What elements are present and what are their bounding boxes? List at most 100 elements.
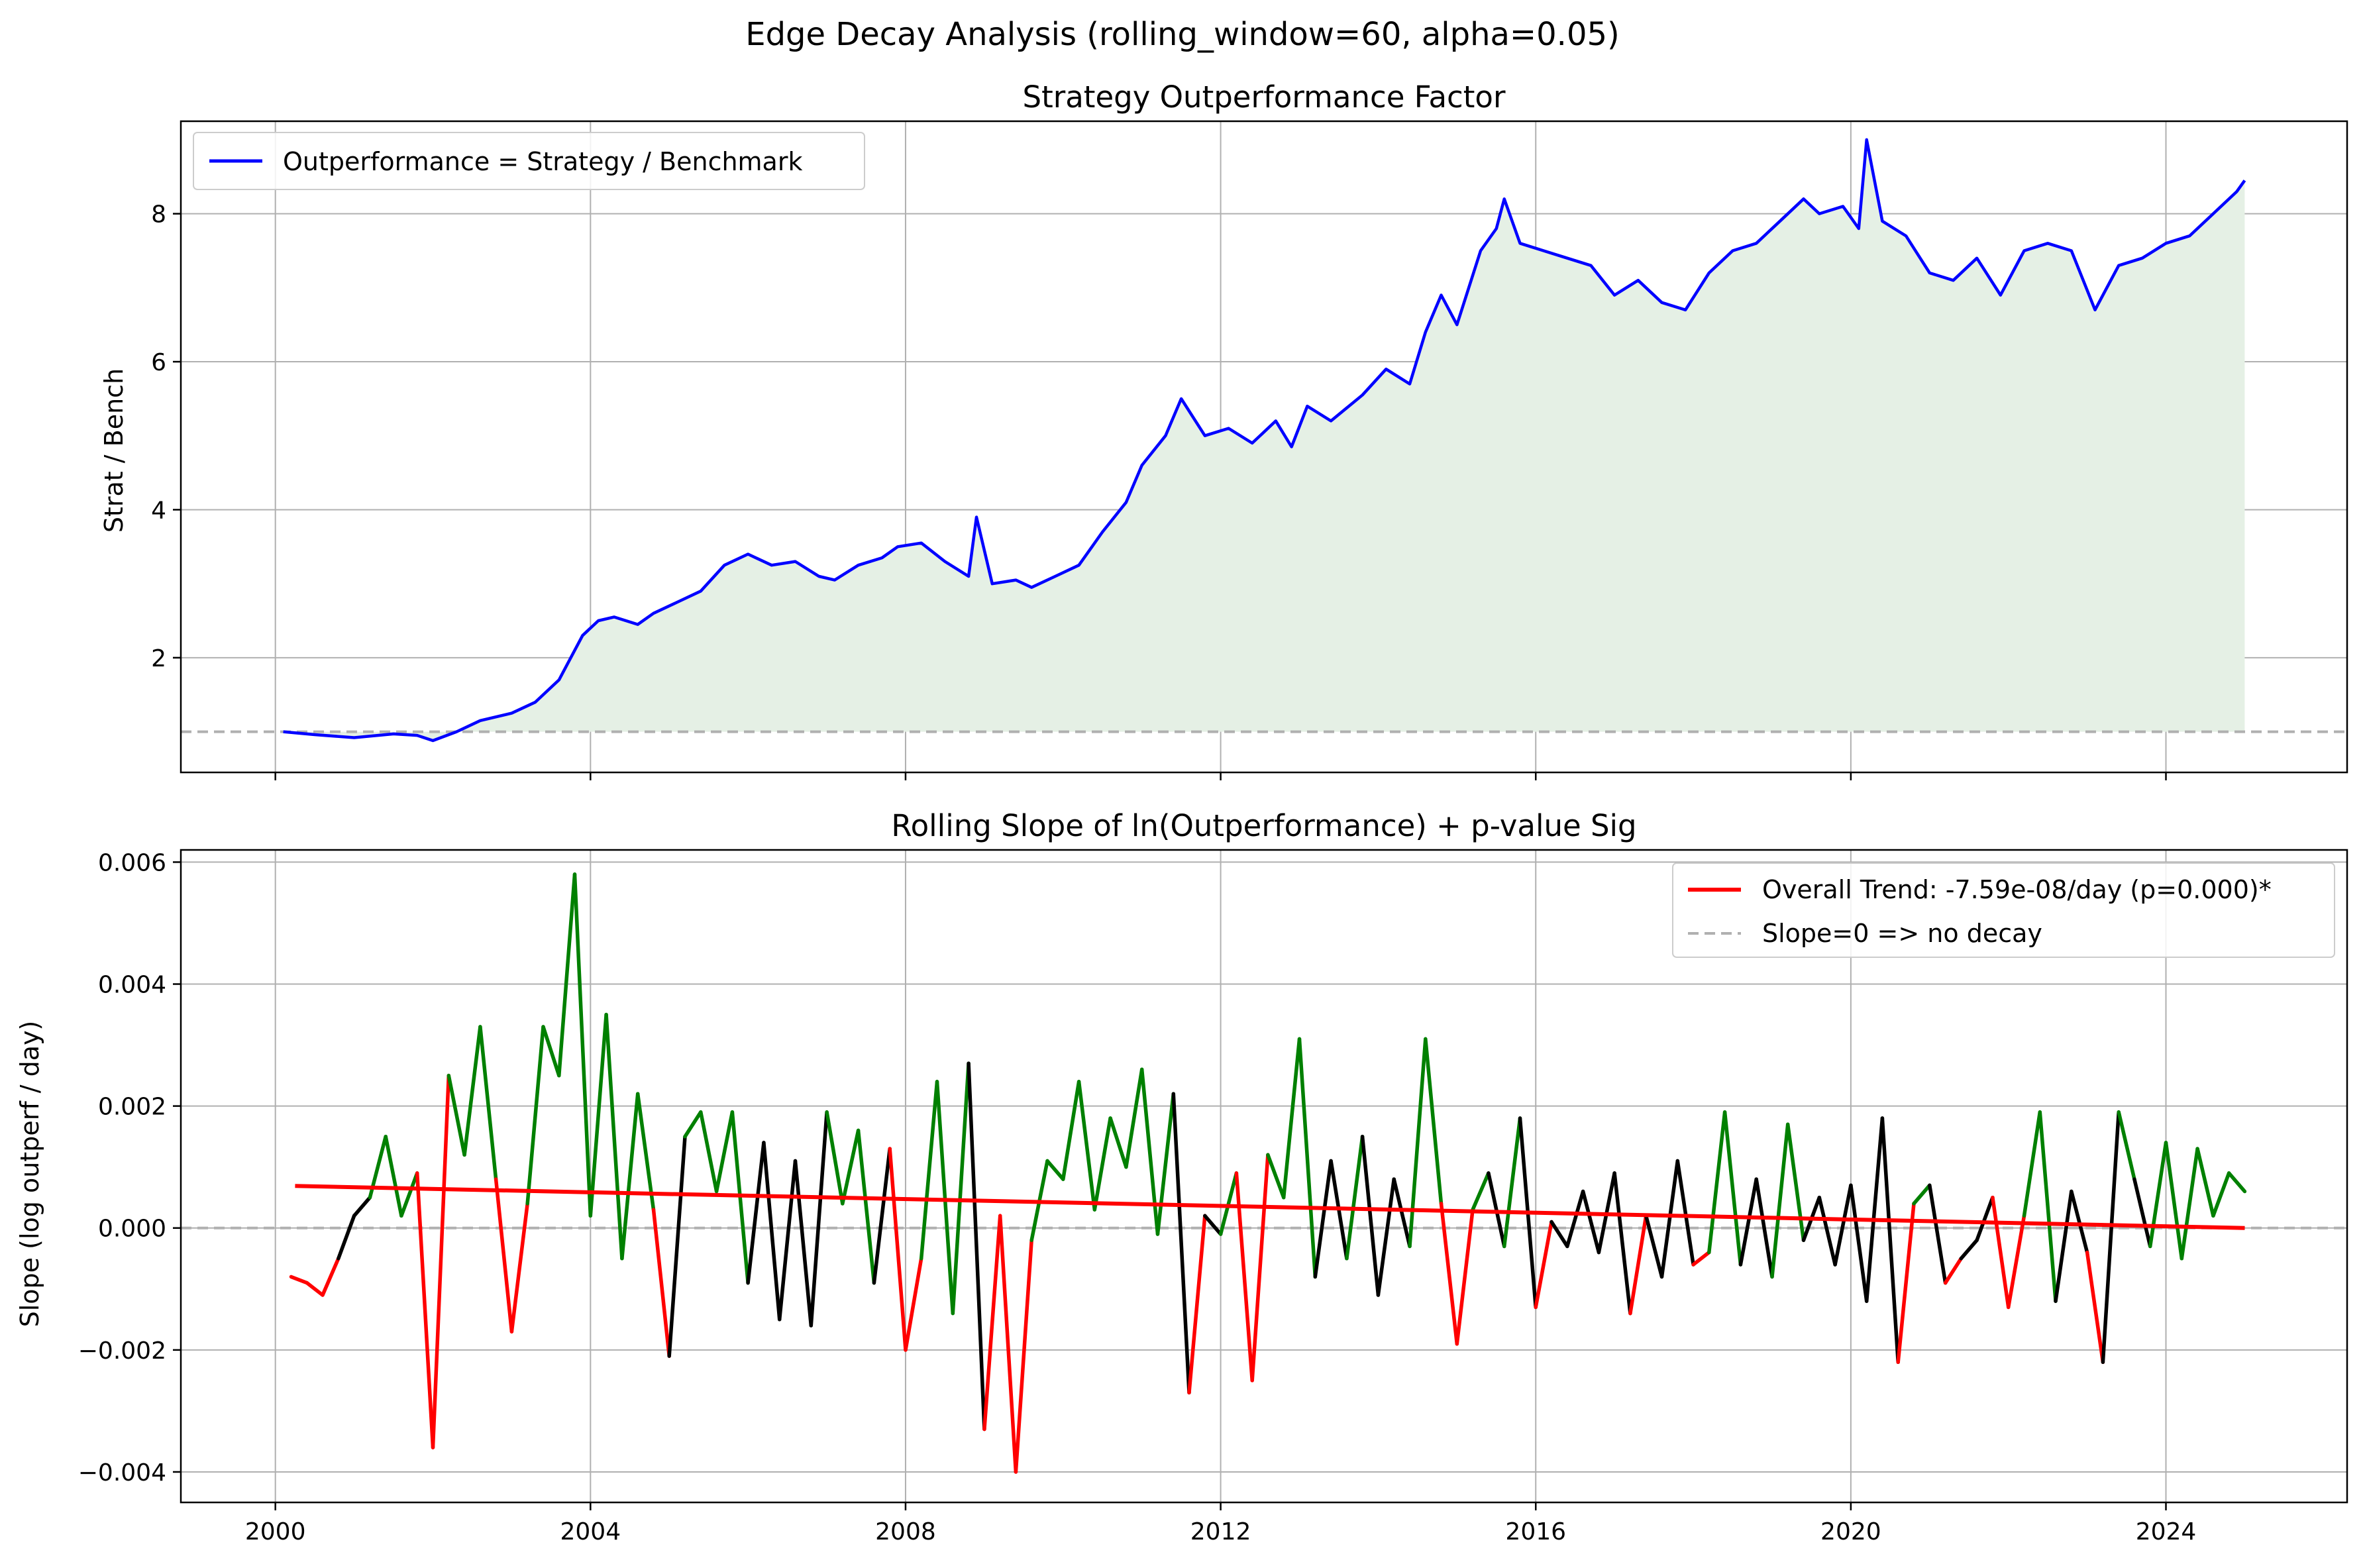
slope-segment [541, 1025, 561, 1078]
slope-segment [604, 1012, 624, 1261]
slope-segment [1628, 1214, 1648, 1316]
slope-segment [1975, 1195, 1995, 1242]
slope-segment [1738, 1177, 1758, 1267]
x-tick-label: 2000 [245, 1518, 306, 1545]
x-tick-label: 2016 [1505, 1518, 1566, 1545]
slope-segment [1817, 1195, 1837, 1267]
slope-segment [321, 1257, 341, 1297]
slope-segment [1675, 1159, 1695, 1267]
slope-segment [919, 1080, 939, 1261]
y-tick-label: −0.002 [78, 1337, 166, 1365]
x-tick-label: 2012 [1190, 1518, 1251, 1545]
slope-segment [1281, 1037, 1302, 1200]
slope-segment [415, 1171, 435, 1449]
slope-segment [1991, 1195, 2011, 1310]
outperformance-line [283, 138, 2246, 743]
legend-label-trend: Overall Trend: -7.59e-08/day (p=0.000)* [1762, 875, 2272, 904]
slope-segment [951, 1061, 971, 1316]
slope-segment [1849, 1183, 1869, 1303]
slope-segment [1139, 1067, 1160, 1236]
panel-2-ylabel: Slope (log outperf / day) [15, 1021, 44, 1328]
y-tick-label: 0.004 [98, 972, 166, 999]
overall-trend-line [295, 1184, 2245, 1230]
slope-segment [1943, 1257, 1964, 1285]
panel-2-legend: Overall Trend: -7.59e-08/day (p=0.000)* … [1672, 862, 2335, 958]
slope-segment [1155, 1092, 1176, 1236]
slope-segment [1754, 1177, 1774, 1279]
slope-segment [1014, 1238, 1033, 1474]
panel-outperformance: Strategy Outperformance Factor Strat / B… [99, 79, 2348, 780]
slope-segment [1770, 1122, 1790, 1279]
figure-title: Edge Decay Analysis (rolling_window=60, … [745, 16, 1620, 53]
y-tick-label: 8 [151, 201, 166, 229]
slope-segment [2148, 1141, 2168, 1249]
slope-segment [1502, 1116, 1522, 1249]
legend-box [1672, 862, 2335, 958]
slope-segment [1928, 1183, 1948, 1285]
slope-segment [2132, 1177, 2152, 1249]
slope-segment [1487, 1171, 1506, 1249]
slope-segment [1959, 1238, 1979, 1261]
outperformance-fill [283, 139, 2245, 741]
slope-segment [856, 1128, 876, 1285]
slope-segment [1644, 1214, 1664, 1279]
panel-2-grid [181, 850, 2347, 1502]
panel-1-frame [180, 120, 2348, 774]
panel-2-trend-line [295, 1184, 2245, 1230]
panel-2-frame [180, 849, 2348, 1504]
slope-segment [1896, 1202, 1916, 1365]
slope-segment [982, 1214, 1002, 1432]
slope-segment [1313, 1159, 1333, 1279]
panel-1-title: Strategy Outperformance Factor [1023, 79, 1506, 115]
x-tick-label: 2004 [560, 1518, 621, 1545]
slope-segment [635, 1092, 656, 1212]
slope-segment [289, 1275, 309, 1285]
slope-segment [1108, 1116, 1128, 1169]
slope-segment [2101, 1110, 2121, 1365]
slope-segment [2022, 1110, 2042, 1218]
slope-segment [1360, 1134, 1381, 1297]
slope-segment [525, 1025, 545, 1206]
slope-segment [667, 1134, 687, 1358]
slope-segment [777, 1159, 798, 1322]
y-tick-label: 0.002 [98, 1094, 166, 1121]
panel-1-fill [283, 139, 2245, 741]
slope-segment [1297, 1037, 1318, 1279]
slope-segment [509, 1202, 529, 1333]
slope-segment [1833, 1183, 1853, 1267]
slope-segment [431, 1073, 451, 1449]
slope-segment [1203, 1214, 1223, 1236]
slope-segment [1439, 1202, 1459, 1346]
slope-segment [352, 1195, 372, 1218]
slope-segment [746, 1141, 766, 1285]
slope-segment [1171, 1092, 1191, 1395]
slope-segment [699, 1110, 719, 1194]
slope-segment [1187, 1214, 1207, 1395]
y-tick-label: 4 [151, 497, 166, 524]
slope-segment [384, 1134, 403, 1218]
slope-segment [1912, 1183, 1932, 1206]
slope-segment [1565, 1189, 1585, 1249]
slope-segment [1045, 1159, 1065, 1181]
slope-segment [2038, 1110, 2058, 1303]
slope-segment [1077, 1080, 1097, 1212]
panel-2-series [289, 872, 2247, 1474]
slope-segment [1424, 1037, 1444, 1206]
slope-segment [494, 1177, 514, 1333]
slope-segment [967, 1061, 986, 1432]
slope-segment [447, 1073, 466, 1157]
slope-segment [399, 1171, 419, 1218]
slope-segment [1864, 1116, 1885, 1303]
y-tick-label: 0.006 [98, 849, 166, 876]
slope-segment [1722, 1110, 1743, 1267]
slope-segment [1376, 1177, 1396, 1297]
slope-segment [904, 1257, 923, 1352]
slope-segment [762, 1141, 782, 1322]
slope-segment [872, 1147, 892, 1285]
y-tick-label: 2 [151, 645, 166, 672]
slope-segment [588, 1012, 608, 1218]
slope-segment [478, 1025, 498, 1181]
slope-segment [305, 1281, 325, 1297]
slope-segment [620, 1092, 640, 1261]
